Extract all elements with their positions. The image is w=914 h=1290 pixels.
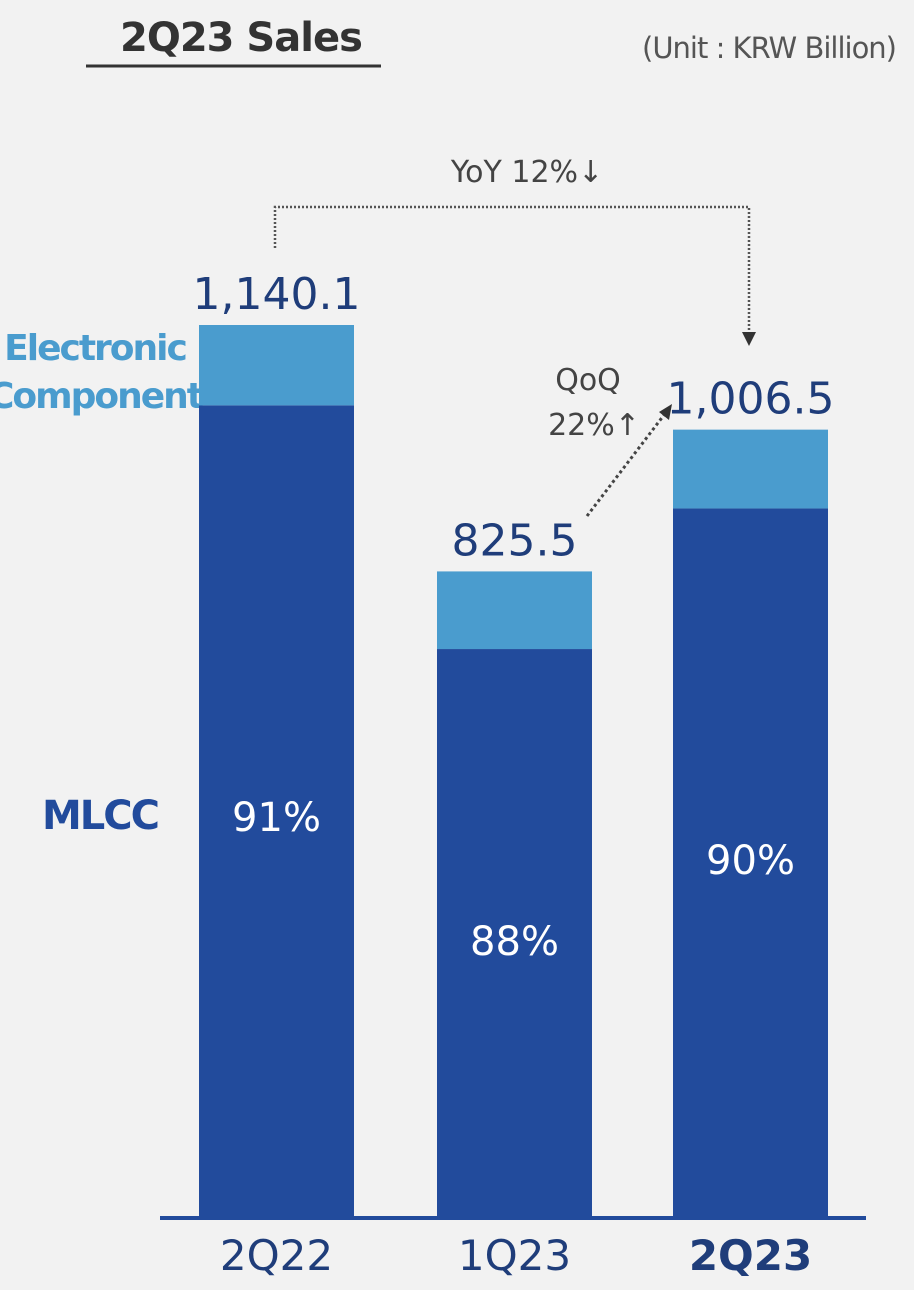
share-label-1q23: 88%	[470, 919, 559, 965]
bar-mlcc-2q23	[673, 508, 828, 1219]
legend-mlcc: MLCC	[42, 793, 158, 839]
total-label-1q23: 825.5	[452, 515, 578, 566]
qoq-label-line1: QoQ	[555, 363, 621, 398]
qoq-label-line2: 22%↑	[548, 408, 640, 443]
bar-electronic-component-2q23	[673, 429, 828, 509]
x-tick-label-1q23: 1Q23	[458, 1231, 571, 1280]
yoy-annotation: YoY 12%↓	[273, 155, 756, 346]
bar-mlcc-2q22	[199, 405, 354, 1219]
legend-electronic-component-line2: Component	[0, 376, 204, 417]
share-label-2q22: 91%	[232, 795, 321, 841]
share-label-2q23: 90%	[706, 838, 795, 884]
qoq-arrowhead	[659, 404, 672, 420]
yoy-label: YoY 12%↓	[450, 155, 603, 190]
yoy-arrowhead	[742, 332, 756, 346]
x-tick-label-2q22: 2Q22	[220, 1231, 333, 1280]
bars-layer: 1,140.1 91% 2Q22 825.5 88% 1Q23 1,006.5 90% 2Q23	[193, 269, 835, 1280]
bar-electronic-component-1q23	[437, 571, 592, 650]
legend-electronic-component-line1: Electronic	[4, 328, 186, 369]
chart-title: 2Q23 Sales	[120, 15, 362, 61]
total-label-2q23: 1,006.5	[667, 374, 835, 425]
bar-electronic-component-2q22	[199, 325, 354, 406]
unit-label: (Unit : KRW Billion)	[642, 31, 896, 65]
x-tick-label-2q23: 2Q23	[689, 1231, 812, 1280]
yoy-connector	[273, 205, 751, 332]
qoq-annotation: QoQ 22%↑	[548, 363, 672, 517]
total-label-2q22: 1,140.1	[193, 269, 361, 320]
bar-mlcc-1q23	[437, 649, 592, 1218]
